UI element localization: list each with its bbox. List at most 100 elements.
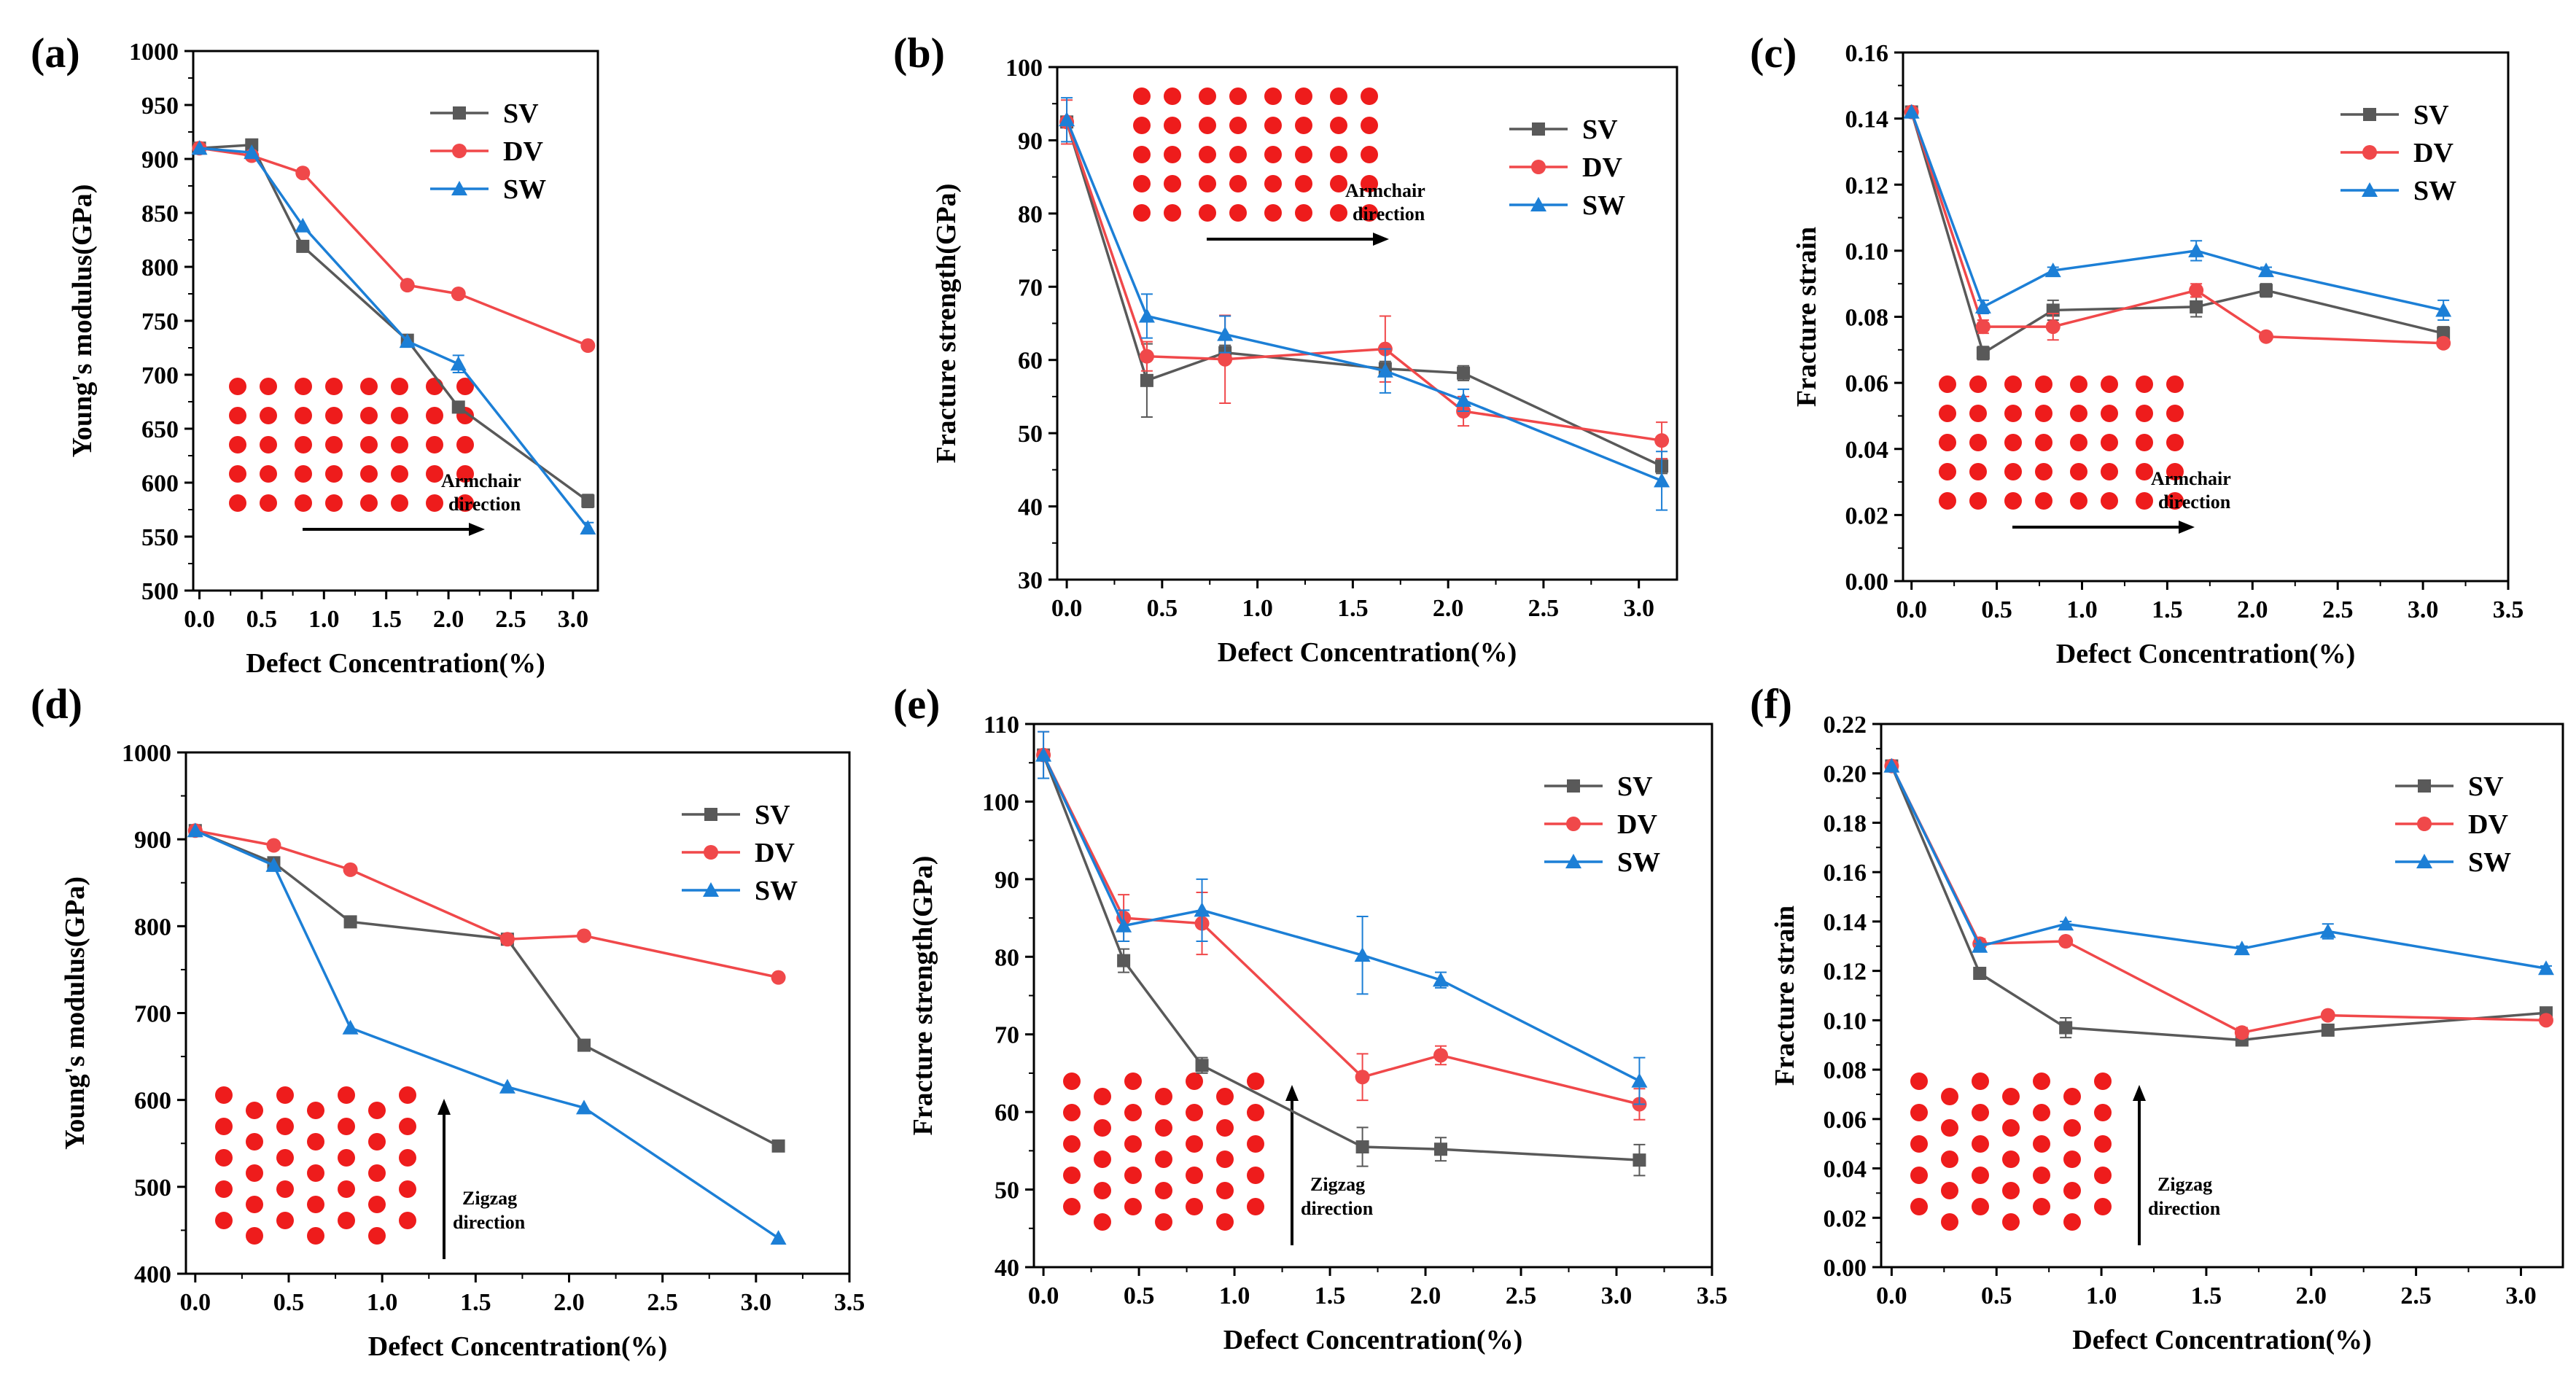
series-line	[199, 147, 588, 347]
atom	[2033, 1072, 2050, 1090]
atom	[2094, 1135, 2112, 1153]
data-point	[1035, 747, 1052, 762]
inset-label-line1: Zigzag	[1310, 1174, 1365, 1195]
atom	[2136, 375, 2153, 393]
y-tick-label: 850	[141, 200, 179, 227]
atom	[1229, 87, 1247, 105]
x-tick-label: 2.0	[1433, 595, 1464, 622]
data-point	[1355, 1070, 1370, 1085]
data-point	[1139, 349, 1154, 364]
data-point	[580, 338, 596, 354]
atom	[1164, 204, 1181, 222]
y-tick-label: 750	[141, 308, 179, 335]
atom	[1264, 117, 1282, 134]
x-tick-label: 0.5	[273, 1289, 305, 1316]
atom	[1186, 1072, 1203, 1090]
x-tick-label: 2.0	[433, 606, 464, 633]
atom	[215, 1149, 233, 1167]
panel-label: (c)	[1750, 29, 1797, 77]
atom	[276, 1212, 294, 1229]
atom	[391, 465, 408, 483]
atom	[1910, 1135, 1928, 1153]
x-tick-label: 0.5	[1147, 595, 1178, 622]
atom	[338, 1212, 355, 1229]
atom	[2136, 405, 2153, 422]
data-point	[1433, 1048, 1448, 1063]
atom	[426, 494, 443, 512]
atom	[1124, 1198, 1142, 1215]
atom	[1199, 204, 1216, 222]
legend-label: DV	[755, 838, 795, 868]
legend-marker	[1566, 817, 1581, 831]
y-tick-label: 500	[134, 1175, 171, 1202]
y-tick-label: 0.16	[1824, 860, 1867, 887]
x-tick-label: 0.0	[180, 1289, 211, 1316]
plot-frame	[1880, 723, 2564, 1269]
series-line	[1910, 112, 2444, 356]
atom	[368, 1102, 386, 1119]
series-line	[1065, 121, 1662, 442]
y-tick-label: 110	[984, 712, 1019, 739]
x-axis-title: Defect Concentration(%)	[246, 648, 545, 679]
arrow-head	[1373, 233, 1389, 246]
panel-label: (f)	[1750, 680, 1792, 728]
atom	[1264, 204, 1282, 222]
atom	[338, 1180, 355, 1198]
x-tick-label: 3.5	[1697, 1282, 1728, 1309]
y-tick-label: 0.00	[1824, 1255, 1867, 1282]
y-axis-title: Young's modulus(GPa)	[67, 184, 98, 458]
x-tick-label: 2.5	[1506, 1282, 1537, 1309]
atom	[1295, 204, 1312, 222]
legend-marker	[1532, 122, 1545, 136]
y-tick-label: 0.16	[1845, 40, 1889, 67]
inset-label-line2: direction	[1301, 1198, 1374, 1219]
y-tick-label: 800	[141, 254, 179, 281]
y-tick-label: 400	[134, 1261, 171, 1288]
atom	[2033, 1198, 2050, 1215]
x-tick-label: 0.0	[184, 606, 215, 633]
atom	[2002, 1151, 2020, 1168]
legend-label: SW	[1617, 847, 1660, 878]
atom	[1361, 204, 1378, 222]
arrow-head	[2133, 1085, 2146, 1101]
y-tick-label: 550	[141, 524, 179, 551]
atom	[2035, 463, 2052, 480]
atom	[1295, 146, 1312, 163]
x-tick-label: 2.5	[2322, 596, 2354, 623]
atom	[1361, 87, 1378, 105]
atom	[1910, 1198, 1928, 1215]
atom	[1969, 375, 1987, 393]
y-tick-label: 600	[141, 470, 179, 497]
atom	[2063, 1119, 2081, 1137]
y-tick-label: 0.20	[1824, 761, 1867, 788]
atom	[260, 407, 277, 424]
atom	[338, 1149, 355, 1167]
legend-label: SW	[2413, 176, 2456, 206]
atom	[456, 494, 474, 512]
x-axis-title: Defect Concentration(%)	[1223, 1325, 1522, 1355]
lattice-inset: Zigzag direction	[215, 1086, 526, 1259]
x-axis-title: Defect Concentration(%)	[1218, 637, 1517, 668]
panel-label: (b)	[893, 29, 945, 77]
atom	[2101, 492, 2118, 510]
atom	[360, 407, 378, 424]
atom	[1155, 1088, 1172, 1105]
atom	[2035, 492, 2052, 510]
data-point	[266, 838, 281, 853]
data-point	[2320, 1008, 2335, 1023]
atom	[2070, 492, 2087, 510]
atom	[246, 1164, 263, 1182]
atom	[1295, 175, 1312, 192]
atom	[2004, 492, 2022, 510]
data-point	[296, 239, 310, 253]
inset-label-line1: Armchair	[441, 470, 521, 491]
panel-c: (c) 0.0 0.5 1.0 1.5 2.0 2.5 3.0 3.5 0.00 0.02 0.04 0…	[1750, 29, 2524, 669]
series-dv: DV	[192, 136, 596, 354]
atom	[1247, 1135, 1264, 1153]
data-point	[2233, 941, 2250, 956]
x-tick-label: 1.5	[1337, 595, 1369, 622]
atom	[2094, 1167, 2112, 1184]
data-point	[265, 857, 282, 872]
atom	[246, 1227, 263, 1245]
atom	[1939, 434, 1956, 451]
